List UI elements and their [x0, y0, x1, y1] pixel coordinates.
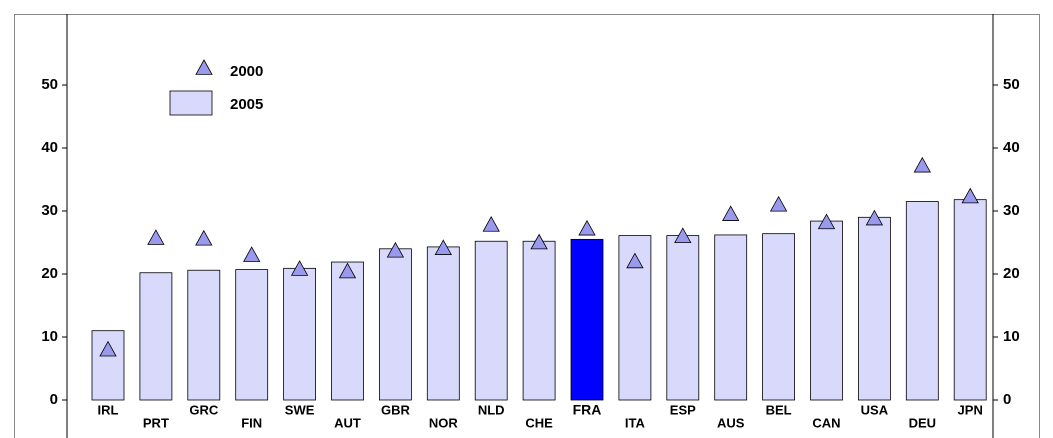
legend-swatch [195, 59, 213, 75]
y2-tick-label: 20 [1003, 265, 1020, 282]
triangle-marker [626, 252, 644, 269]
triangle-marker [961, 187, 979, 204]
bar [570, 238, 604, 401]
x-tick-label: ITA [625, 415, 646, 430]
y2-tick-label: 10 [1003, 328, 1020, 345]
x-tick-label: BEL [766, 402, 792, 417]
triangle-marker [913, 156, 931, 173]
triangle-marker [243, 246, 261, 262]
bar [426, 246, 460, 401]
triangle-marker [578, 219, 596, 236]
bar [474, 240, 508, 401]
triangle-marker [147, 229, 165, 245]
x-tick-label: IRL [98, 402, 119, 417]
bar [283, 267, 317, 401]
bar [522, 240, 556, 401]
triangle-marker [386, 241, 405, 258]
x-tick-label: USA [861, 402, 889, 417]
x-tick-label: NOR [429, 415, 459, 430]
y2-tick-label: 50 [1003, 76, 1020, 93]
triangle-marker [865, 209, 884, 226]
triangle-marker [99, 340, 117, 357]
x-tick-label: DEU [909, 415, 936, 430]
x-tick-label: NLD [478, 402, 505, 417]
x-tick-label: ESP [670, 402, 696, 417]
x-tick-label: CHE [525, 415, 553, 430]
x-tick-label: GBR [381, 402, 411, 417]
x-tick-label: FIN [241, 415, 262, 430]
x-tick-label: JPN [958, 402, 983, 417]
triangle-marker [769, 195, 788, 212]
x-tick-label: PRT [143, 415, 169, 430]
y-tick-label: 20 [41, 265, 58, 282]
x-tick-label: CAN [812, 415, 840, 430]
chart-frame [14, 14, 1040, 438]
x-tick-label: AUS [717, 415, 745, 430]
triangle-marker [290, 260, 309, 276]
y-tick-label: 0 [50, 391, 58, 408]
triangle-marker [434, 239, 452, 255]
legend-label: 2000 [230, 63, 263, 80]
bar [666, 235, 700, 401]
y2-tick-label: 40 [1003, 139, 1020, 156]
y-tick-label: 30 [41, 202, 58, 219]
bar [187, 269, 221, 401]
x-tick-label: FRA [573, 402, 602, 418]
bar [762, 233, 795, 401]
triangle-marker [195, 229, 213, 246]
bar [858, 216, 891, 401]
x-tick-label: AUT [334, 415, 361, 430]
bar [139, 272, 173, 401]
triangle-marker [338, 262, 357, 279]
bar [953, 199, 987, 401]
y-tick-label: 50 [41, 76, 58, 93]
triangle-marker [530, 233, 548, 250]
bar [235, 269, 269, 401]
bar [378, 248, 412, 401]
legend-label: 2005 [230, 96, 263, 113]
y-tick-label: 40 [41, 139, 58, 156]
y2-tick-label: 0 [1003, 391, 1011, 408]
y-tick-label: 10 [41, 328, 58, 345]
bar [905, 201, 939, 401]
triangle-marker [482, 216, 500, 232]
bar [331, 261, 364, 401]
x-tick-label: SWE [285, 402, 315, 417]
triangle-marker [722, 205, 740, 221]
triangle-marker [817, 213, 836, 230]
bar [714, 234, 748, 401]
y2-tick-label: 30 [1003, 202, 1020, 219]
triangle-marker [674, 227, 692, 244]
legend-swatch [169, 90, 213, 116]
x-tick-label: GRC [189, 402, 219, 417]
bar [810, 220, 843, 401]
